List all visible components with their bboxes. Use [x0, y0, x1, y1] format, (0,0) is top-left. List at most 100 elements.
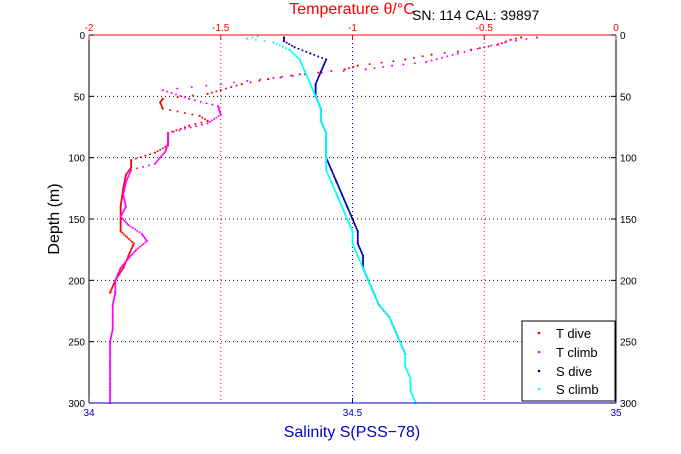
data-point — [130, 163, 133, 166]
data-point — [108, 352, 112, 356]
data-point — [111, 313, 114, 316]
data-point — [319, 115, 322, 118]
data-point — [130, 159, 133, 162]
data-point — [155, 161, 158, 164]
data-point — [398, 339, 401, 342]
data-point — [325, 159, 328, 162]
data-point — [297, 57, 300, 60]
data-point — [259, 78, 262, 81]
data-point — [387, 314, 390, 317]
data-point — [111, 310, 114, 312]
data-point — [195, 125, 198, 128]
data-point — [199, 100, 202, 103]
data-point — [325, 138, 328, 141]
data-point — [525, 38, 528, 41]
data-point — [300, 61, 303, 64]
data-point — [514, 39, 517, 42]
data-point — [325, 144, 328, 147]
data-point — [119, 207, 122, 210]
data-point — [200, 121, 203, 124]
data-point — [325, 141, 328, 144]
data-point — [127, 224, 130, 227]
data-point — [138, 231, 141, 234]
data-point — [338, 187, 341, 190]
data-point — [267, 78, 270, 81]
data-point — [312, 90, 315, 93]
data-point — [130, 162, 133, 165]
data-point — [206, 119, 209, 122]
data-point — [210, 91, 213, 94]
data-point — [318, 73, 321, 76]
data-point — [409, 382, 412, 385]
data-point — [114, 288, 117, 291]
data-point — [325, 133, 328, 136]
data-point — [127, 237, 130, 240]
data-point — [142, 242, 145, 245]
left-tick-label: 150 — [68, 215, 85, 226]
data-point — [109, 375, 112, 378]
data-point — [308, 80, 311, 82]
data-point — [290, 44, 293, 47]
data-point — [109, 385, 112, 388]
data-point — [315, 98, 318, 101]
data-point — [123, 199, 126, 202]
data-point — [113, 294, 116, 297]
data-point — [281, 75, 284, 78]
data-point — [137, 247, 140, 250]
right-tick-label: 0 — [620, 31, 626, 42]
data-point — [354, 225, 357, 228]
data-point — [404, 354, 407, 357]
data-point — [230, 86, 233, 89]
data-point — [307, 78, 310, 81]
data-point — [144, 238, 147, 241]
data-point — [360, 264, 363, 266]
data-point — [311, 89, 314, 92]
data-point — [130, 160, 133, 163]
data-point — [360, 250, 363, 253]
data-point — [108, 291, 112, 294]
data-point — [409, 386, 412, 389]
data-point — [345, 216, 348, 219]
data-point — [319, 109, 322, 112]
data-point — [405, 368, 408, 371]
data-point — [370, 287, 373, 289]
data-point — [324, 130, 327, 133]
data-point — [111, 285, 114, 288]
data-point — [351, 233, 354, 236]
data-point — [317, 76, 320, 79]
data-point — [402, 348, 405, 351]
data-point — [215, 116, 218, 119]
data-point — [350, 228, 353, 231]
data-point — [333, 187, 336, 190]
data-point — [219, 82, 222, 86]
data-point — [109, 391, 112, 394]
data-point — [310, 86, 313, 89]
data-point — [128, 169, 131, 172]
data-point — [117, 271, 120, 274]
data-point — [404, 58, 407, 61]
data-point — [289, 50, 292, 53]
data-point — [170, 92, 173, 95]
data-point — [328, 176, 331, 179]
data-point — [355, 251, 358, 254]
data-point — [354, 250, 357, 253]
data-point — [497, 42, 500, 45]
data-point — [333, 176, 336, 179]
data-point — [385, 313, 388, 316]
data-point — [125, 179, 128, 182]
data-point — [109, 366, 112, 369]
data-point — [109, 360, 112, 363]
data-point — [136, 229, 139, 232]
data-point — [326, 172, 329, 174]
data-point — [198, 114, 201, 118]
data-point — [350, 227, 353, 230]
data-point — [413, 398, 416, 401]
data-point — [122, 193, 125, 196]
data-point — [159, 103, 162, 105]
data-point — [425, 60, 428, 64]
data-point — [295, 55, 298, 58]
data-point — [123, 219, 126, 222]
data-point — [112, 302, 115, 305]
data-point — [249, 81, 252, 84]
data-point — [124, 178, 127, 181]
